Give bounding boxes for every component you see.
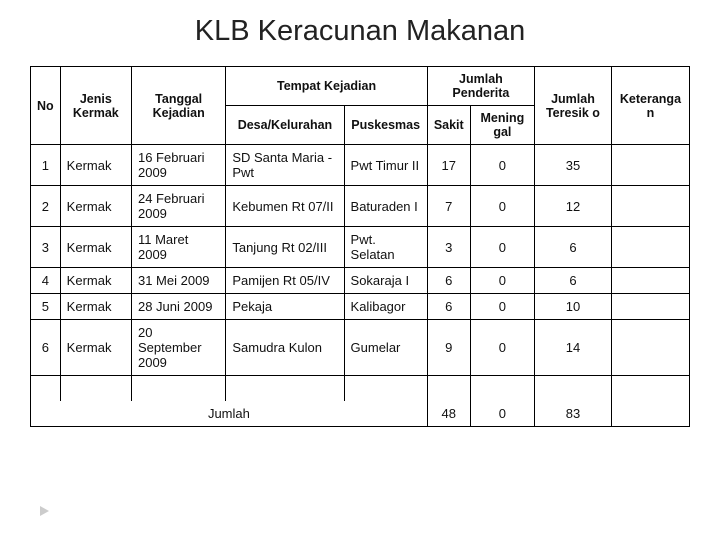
col-tanggal: Tanggal Kejadian [131,67,225,145]
table-row: 6Kermak20 September 2009Samudra KulonGum… [31,320,690,376]
table-footer: Jumlah 48 0 83 [31,376,690,427]
col-no: No [31,67,61,145]
cell-desa: Pamijen Rt 05/IV [226,268,344,294]
totals-ket [611,401,689,427]
cell-meninggal: 0 [470,227,534,268]
cell-sakit: 7 [427,186,470,227]
cell-jenis: Kermak [60,268,131,294]
empty-row [31,376,690,402]
col-puskesmas: Puskesmas [344,106,427,145]
cell-teresiko: 6 [535,227,612,268]
totals-row: Jumlah 48 0 83 [31,401,690,427]
cell-meninggal: 0 [470,320,534,376]
data-table: No Jenis Kermak Tanggal Kejadian Tempat … [30,66,690,427]
cell-tanggal: 11 Maret 2009 [131,227,225,268]
cell-sakit: 17 [427,145,470,186]
col-sakit: Sakit [427,106,470,145]
totals-sakit: 48 [427,401,470,427]
col-teresiko: Jumlah Teresik o [535,67,612,145]
cell-tanggal: 20 September 2009 [131,320,225,376]
cell-desa: Pekaja [226,294,344,320]
cell-no: 2 [31,186,61,227]
cell-tanggal: 16 Februari 2009 [131,145,225,186]
cell-ket [611,294,689,320]
col-jenis: Jenis Kermak [60,67,131,145]
col-tempat: Tempat Kejadian [226,67,427,106]
totals-meninggal: 0 [470,401,534,427]
cell-tanggal: 24 Februari 2009 [131,186,225,227]
table-row: 2Kermak24 Februari 2009Kebumen Rt 07/IIB… [31,186,690,227]
cell-sakit: 6 [427,268,470,294]
col-jumlah-penderita: Jumlah Penderita [427,67,534,106]
cell-jenis: Kermak [60,294,131,320]
cell-meninggal: 0 [470,294,534,320]
cell-ket [611,145,689,186]
cell-meninggal: 0 [470,268,534,294]
col-meninggal: Mening gal [470,106,534,145]
cell-tanggal: 31 Mei 2009 [131,268,225,294]
cell-desa: SD Santa Maria - Pwt [226,145,344,186]
cell-no: 4 [31,268,61,294]
slide-container: KLB Keracunan Makanan No Jenis Kermak Ta… [0,0,720,540]
cell-teresiko: 12 [535,186,612,227]
cell-ket [611,227,689,268]
cell-puskesmas: Kalibagor [344,294,427,320]
cell-jenis: Kermak [60,186,131,227]
cell-teresiko: 10 [535,294,612,320]
cell-no: 6 [31,320,61,376]
cell-puskesmas: Baturaden I [344,186,427,227]
cell-meninggal: 0 [470,145,534,186]
cell-tanggal: 28 Juni 2009 [131,294,225,320]
cell-teresiko: 6 [535,268,612,294]
cell-desa: Kebumen Rt 07/II [226,186,344,227]
totals-teresiko: 83 [535,401,612,427]
cell-sakit: 3 [427,227,470,268]
cell-sakit: 9 [427,320,470,376]
table-row: 1Kermak16 Februari 2009SD Santa Maria - … [31,145,690,186]
cell-desa: Samudra Kulon [226,320,344,376]
cell-puskesmas: Pwt Timur II [344,145,427,186]
cell-jenis: Kermak [60,320,131,376]
cell-teresiko: 14 [535,320,612,376]
arrow-icon [40,506,49,516]
cell-jenis: Kermak [60,227,131,268]
table-row: 3Kermak11 Maret 2009Tanjung Rt 02/IIIPwt… [31,227,690,268]
cell-ket [611,320,689,376]
table-header: No Jenis Kermak Tanggal Kejadian Tempat … [31,67,690,145]
cell-meninggal: 0 [470,186,534,227]
cell-puskesmas: Gumelar [344,320,427,376]
totals-label: Jumlah [31,401,428,427]
col-desa: Desa/Kelurahan [226,106,344,145]
cell-ket [611,186,689,227]
cell-sakit: 6 [427,294,470,320]
cell-ket [611,268,689,294]
table-body: 1Kermak16 Februari 2009SD Santa Maria - … [31,145,690,376]
table-row: 4Kermak31 Mei 2009Pamijen Rt 05/IVSokara… [31,268,690,294]
cell-desa: Tanjung Rt 02/III [226,227,344,268]
col-keterangan: Keteranga n [611,67,689,145]
cell-puskesmas: Sokaraja I [344,268,427,294]
page-title: KLB Keracunan Makanan [30,15,690,48]
cell-no: 3 [31,227,61,268]
table-row: 5Kermak28 Juni 2009PekajaKalibagor6010 [31,294,690,320]
cell-jenis: Kermak [60,145,131,186]
cell-teresiko: 35 [535,145,612,186]
cell-no: 5 [31,294,61,320]
cell-no: 1 [31,145,61,186]
cell-puskesmas: Pwt. Selatan [344,227,427,268]
